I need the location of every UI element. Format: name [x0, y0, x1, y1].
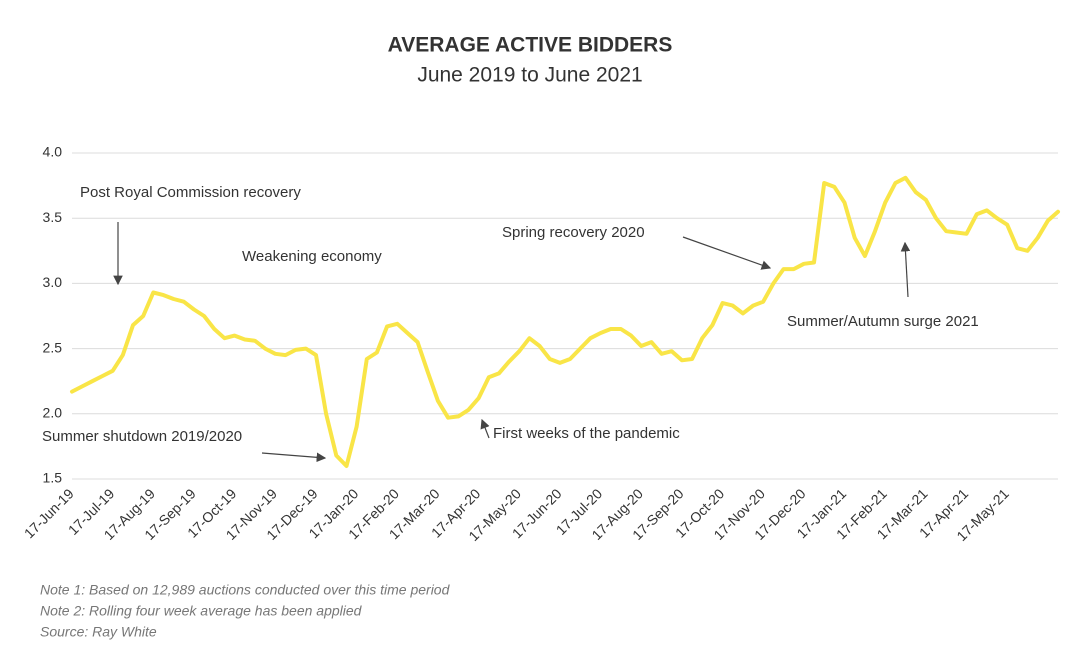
annotation: Summer/Autumn surge 2021	[787, 313, 979, 330]
chart-subtitle: June 2019 to June 2021	[417, 64, 642, 87]
arrow	[682, 236, 772, 270]
annotation: Post Royal Commission recovery	[80, 184, 301, 201]
annotation: First weeks of the pandemic	[493, 425, 680, 442]
y-tick-label: 1.5	[43, 470, 63, 486]
y-tick-label: 2.0	[43, 405, 63, 421]
note: Source: Ray White	[40, 624, 157, 640]
y-tick-label: 4.0	[43, 144, 63, 160]
y-tick-label: 3.5	[43, 209, 63, 225]
chart-title: AVERAGE ACTIVE BIDDERS	[388, 34, 673, 57]
annotation: Spring recovery 2020	[502, 224, 645, 241]
note: Note 2: Rolling four week average has be…	[40, 603, 363, 619]
arrow	[261, 452, 327, 463]
arrow	[480, 418, 490, 439]
annotation: Summer shutdown 2019/2020	[42, 428, 242, 445]
y-tick-label: 2.5	[43, 339, 63, 355]
x-tick-label: 17-Jun-19	[21, 485, 77, 541]
annotation: Weakening economy	[242, 248, 382, 265]
arrow	[900, 241, 911, 298]
y-tick-label: 3.0	[43, 274, 63, 290]
annotations: Post Royal Commission recovery Weakening…	[42, 184, 979, 463]
plot	[70, 175, 1060, 468]
note: Note 1: Based on 12,989 auctions conduct…	[40, 582, 451, 598]
data-line	[70, 175, 1060, 468]
